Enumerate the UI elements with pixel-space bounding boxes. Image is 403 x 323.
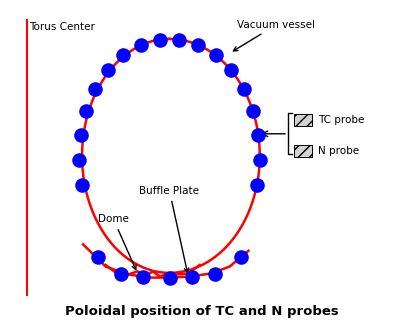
Point	[241, 87, 247, 92]
Point	[256, 158, 263, 163]
Text: Vacuum vessel: Vacuum vessel	[233, 20, 315, 51]
Bar	[294, 145, 312, 158]
Point	[157, 37, 163, 42]
Point	[140, 274, 146, 279]
Point	[95, 255, 102, 260]
Point	[250, 109, 256, 114]
Point	[238, 255, 244, 260]
Text: Poloidal position of TC and N probes: Poloidal position of TC and N probes	[64, 305, 339, 318]
Point	[255, 133, 262, 138]
Point	[228, 68, 234, 73]
Point	[79, 182, 85, 188]
Point	[212, 53, 219, 58]
Text: Dome: Dome	[98, 214, 136, 270]
Bar	[294, 114, 312, 126]
Point	[120, 53, 127, 58]
Point	[195, 42, 201, 47]
Point	[254, 182, 260, 188]
Point	[92, 87, 99, 92]
Point	[212, 271, 218, 276]
Text: N probe: N probe	[318, 147, 359, 156]
Point	[83, 109, 89, 114]
Text: Torus Center: Torus Center	[29, 22, 94, 32]
Text: Buffle Plate: Buffle Plate	[139, 186, 199, 272]
Point	[166, 275, 173, 280]
Point	[77, 133, 84, 138]
Point	[117, 271, 124, 276]
Text: TC probe: TC probe	[318, 115, 364, 125]
Point	[76, 158, 83, 163]
Point	[138, 42, 144, 47]
Point	[176, 37, 183, 42]
Point	[189, 274, 195, 279]
Point	[105, 68, 111, 73]
